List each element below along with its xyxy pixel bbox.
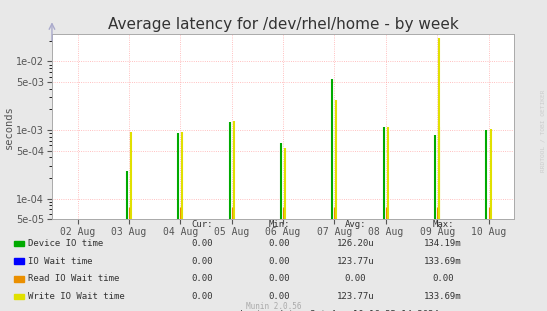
Text: 133.69m: 133.69m (424, 257, 462, 266)
Text: Device IO time: Device IO time (28, 239, 104, 248)
Text: Max:: Max: (432, 220, 454, 229)
Text: 0.00: 0.00 (191, 239, 213, 248)
Text: 0.00: 0.00 (432, 275, 454, 283)
Text: 0.00: 0.00 (268, 292, 290, 301)
Text: 0.00: 0.00 (268, 239, 290, 248)
Text: 0.00: 0.00 (191, 257, 213, 266)
Text: 126.20u: 126.20u (337, 239, 374, 248)
Text: 134.19m: 134.19m (424, 239, 462, 248)
Text: 0.00: 0.00 (191, 292, 213, 301)
Text: Munin 2.0.56: Munin 2.0.56 (246, 302, 301, 311)
Text: Cur:: Cur: (191, 220, 213, 229)
Text: 0.00: 0.00 (191, 275, 213, 283)
Text: 133.69m: 133.69m (424, 292, 462, 301)
Text: Write IO Wait time: Write IO Wait time (28, 292, 125, 301)
Text: 0.00: 0.00 (345, 275, 366, 283)
Y-axis label: seconds: seconds (3, 105, 14, 149)
Text: 0.00: 0.00 (268, 257, 290, 266)
Text: 123.77u: 123.77u (337, 292, 374, 301)
Text: 123.77u: 123.77u (337, 257, 374, 266)
Text: Min:: Min: (268, 220, 290, 229)
Text: 0.00: 0.00 (268, 275, 290, 283)
Text: RRDTOOL / TOBI OETIKER: RRDTOOL / TOBI OETIKER (541, 89, 546, 172)
Text: Last update: Sat Aug 10 16:35:14 2024: Last update: Sat Aug 10 16:35:14 2024 (240, 310, 439, 311)
Text: Read IO Wait time: Read IO Wait time (28, 275, 120, 283)
Text: IO Wait time: IO Wait time (28, 257, 93, 266)
Text: Avg:: Avg: (345, 220, 366, 229)
Title: Average latency for /dev/rhel/home - by week: Average latency for /dev/rhel/home - by … (108, 17, 458, 32)
